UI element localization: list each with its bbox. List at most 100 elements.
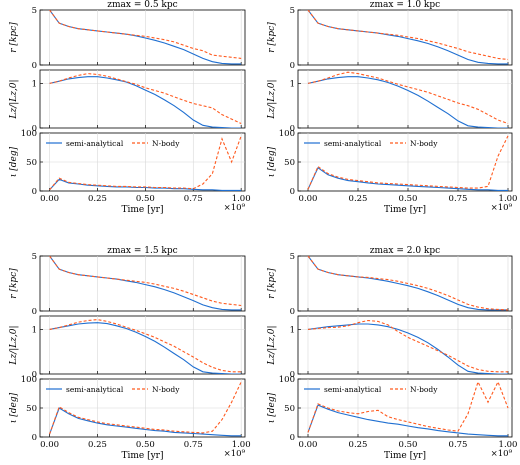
y-tick-label: 50: [26, 158, 37, 168]
y-tick-label: 100: [21, 375, 37, 385]
legend: semi-analytical N-body: [304, 385, 438, 394]
y-tick-label: 0: [32, 61, 37, 71]
panel-title: zmax = 1.5 kpc: [107, 246, 177, 256]
series-line-semi-analytical: [49, 10, 242, 65]
x-tick-label: 0.50: [136, 194, 155, 204]
series-line-nbody: [49, 381, 242, 435]
x-tick-label: 0.50: [399, 194, 418, 204]
y-axis-label: r [kpc]: [267, 22, 277, 53]
plot-frame: [39, 69, 246, 129]
y-tick-label: 100: [279, 129, 295, 139]
series-line-nbody: [49, 135, 242, 191]
series-line-nbody: [307, 135, 509, 190]
y-tick-label: 0: [290, 187, 295, 197]
legend: semi-analytical N-body: [46, 139, 180, 148]
y-tick-label: 0: [290, 61, 295, 71]
y-tick-label: 50: [26, 404, 37, 414]
y-axis-label: r [kpc]: [9, 268, 19, 299]
y-tick-label: 0: [290, 307, 295, 317]
series-line-semi-analytical: [49, 322, 242, 374]
y-tick-label: 1: [32, 325, 37, 335]
series-line-semi-analytical: [307, 76, 508, 128]
series-line-semi-analytical: [49, 76, 242, 128]
y-axis-label: ι [deg]: [9, 146, 19, 177]
panel-title: zmax = 2.0 kpc: [370, 246, 440, 256]
series-line-nbody: [49, 256, 242, 307]
y-tick-label: 100: [279, 375, 295, 385]
series-line-nbody: [49, 319, 242, 373]
subplot-r: 0 5 r [kpc]: [9, 6, 246, 71]
legend: semi-analytical N-body: [304, 139, 438, 148]
chart-panel-4: zmax = 2.0 kpc 0 5 r [kpc] 0 1 Lz/|Lz,0| 0 50 100…: [267, 246, 517, 461]
x-tick-label: 0.00: [40, 440, 59, 450]
y-axis-label: ι [deg]: [267, 146, 277, 177]
y-tick-label: 1: [32, 79, 37, 89]
x-tick-label: 0.00: [299, 440, 318, 450]
y-tick-label: 0: [32, 370, 37, 380]
y-tick-label: 1: [290, 79, 295, 89]
y-tick-label: 0: [32, 124, 37, 134]
y-tick-label: 0: [290, 370, 295, 380]
x-tick-label: 0.00: [40, 194, 59, 204]
series-line-semi-analytical: [307, 166, 508, 191]
legend-label-semi-analytical: semi-analytical: [66, 385, 124, 394]
series-line-nbody: [49, 10, 242, 59]
y-tick-label: 0: [32, 187, 37, 197]
plot-frame: [297, 255, 513, 312]
legend-label-nbody: N-body: [152, 139, 180, 148]
x-axis-label: Time [yr]: [121, 205, 163, 215]
x-tick-label: 1.00: [499, 440, 518, 450]
series-line-nbody: [307, 380, 509, 433]
subplot-lz: 0 1 Lz/|Lz,0|: [9, 315, 246, 380]
x-tick-label: 0.75: [184, 194, 203, 204]
series-line-semi-analytical: [49, 256, 242, 311]
x-tick-label: 0.50: [399, 440, 418, 450]
y-tick-label: 1: [290, 325, 295, 335]
legend-label-nbody: N-body: [410, 139, 438, 148]
x-tick-label: 0.75: [449, 194, 468, 204]
chart-panel-3: zmax = 1.5 kpc 0 5 r [kpc] 0 1 Lz/|Lz,0| 0 50 100…: [9, 246, 251, 461]
series-line-nbody: [307, 10, 509, 61]
series-line-nbody: [49, 73, 242, 124]
legend-label-nbody: N-body: [152, 385, 180, 394]
y-tick-label: 5: [290, 252, 295, 262]
x-axis-label: Time [yr]: [121, 451, 163, 461]
y-axis-label: r [kpc]: [267, 268, 277, 299]
subplot-lz: 0 1 Lz/|Lz,0|: [9, 69, 246, 134]
plot-frame: [39, 315, 246, 375]
y-tick-label: 0: [290, 124, 295, 134]
subplot-lz: 0 1 Lz/|Lz,0|: [267, 315, 513, 380]
x-tick-label: 1.00: [499, 194, 518, 204]
x-tick-label: 0.50: [136, 440, 155, 450]
y-tick-label: 5: [290, 6, 295, 16]
chart-panel-1: zmax = 0.5 kpc 0 5 r [kpc] 0 1 Lz/|Lz,0| 0 50 100…: [9, 0, 251, 215]
x-tick-label: 0.75: [184, 440, 203, 450]
series-line-semi-analytical: [49, 407, 242, 437]
x-axis-multiplier: ×10⁹: [224, 203, 246, 213]
legend-label-semi-analytical: semi-analytical: [324, 385, 382, 394]
x-axis-multiplier: ×10⁹: [491, 203, 513, 213]
x-tick-label: 0.25: [88, 194, 107, 204]
panel-title: zmax = 0.5 kpc: [107, 0, 177, 10]
x-tick-label: 0.00: [299, 194, 318, 204]
x-tick-label: 0.75: [449, 440, 468, 450]
y-axis-label: Lz/|Lz,0|: [9, 325, 19, 365]
x-axis-label: Time [yr]: [384, 205, 426, 215]
subplot-r: 0 5 r [kpc]: [267, 6, 513, 71]
legend-label-semi-analytical: semi-analytical: [324, 139, 382, 148]
plot-frame: [297, 315, 513, 375]
plot-frame: [297, 69, 513, 129]
y-tick-label: 5: [32, 6, 37, 16]
series-line-nbody: [307, 256, 509, 311]
series-line-semi-analytical: [307, 404, 508, 437]
subplot-r: 0 5 r [kpc]: [267, 252, 513, 317]
x-axis-multiplier: ×10⁹: [224, 449, 246, 459]
panel-title: zmax = 1.0 kpc: [370, 0, 440, 10]
x-tick-label: 0.25: [349, 440, 368, 450]
chart-panel-2: zmax = 1.0 kpc 0 5 r [kpc] 0 1 Lz/|Lz,0| 0 50 100…: [267, 0, 517, 215]
y-tick-label: 50: [284, 404, 295, 414]
y-axis-label: ι [deg]: [267, 392, 277, 423]
